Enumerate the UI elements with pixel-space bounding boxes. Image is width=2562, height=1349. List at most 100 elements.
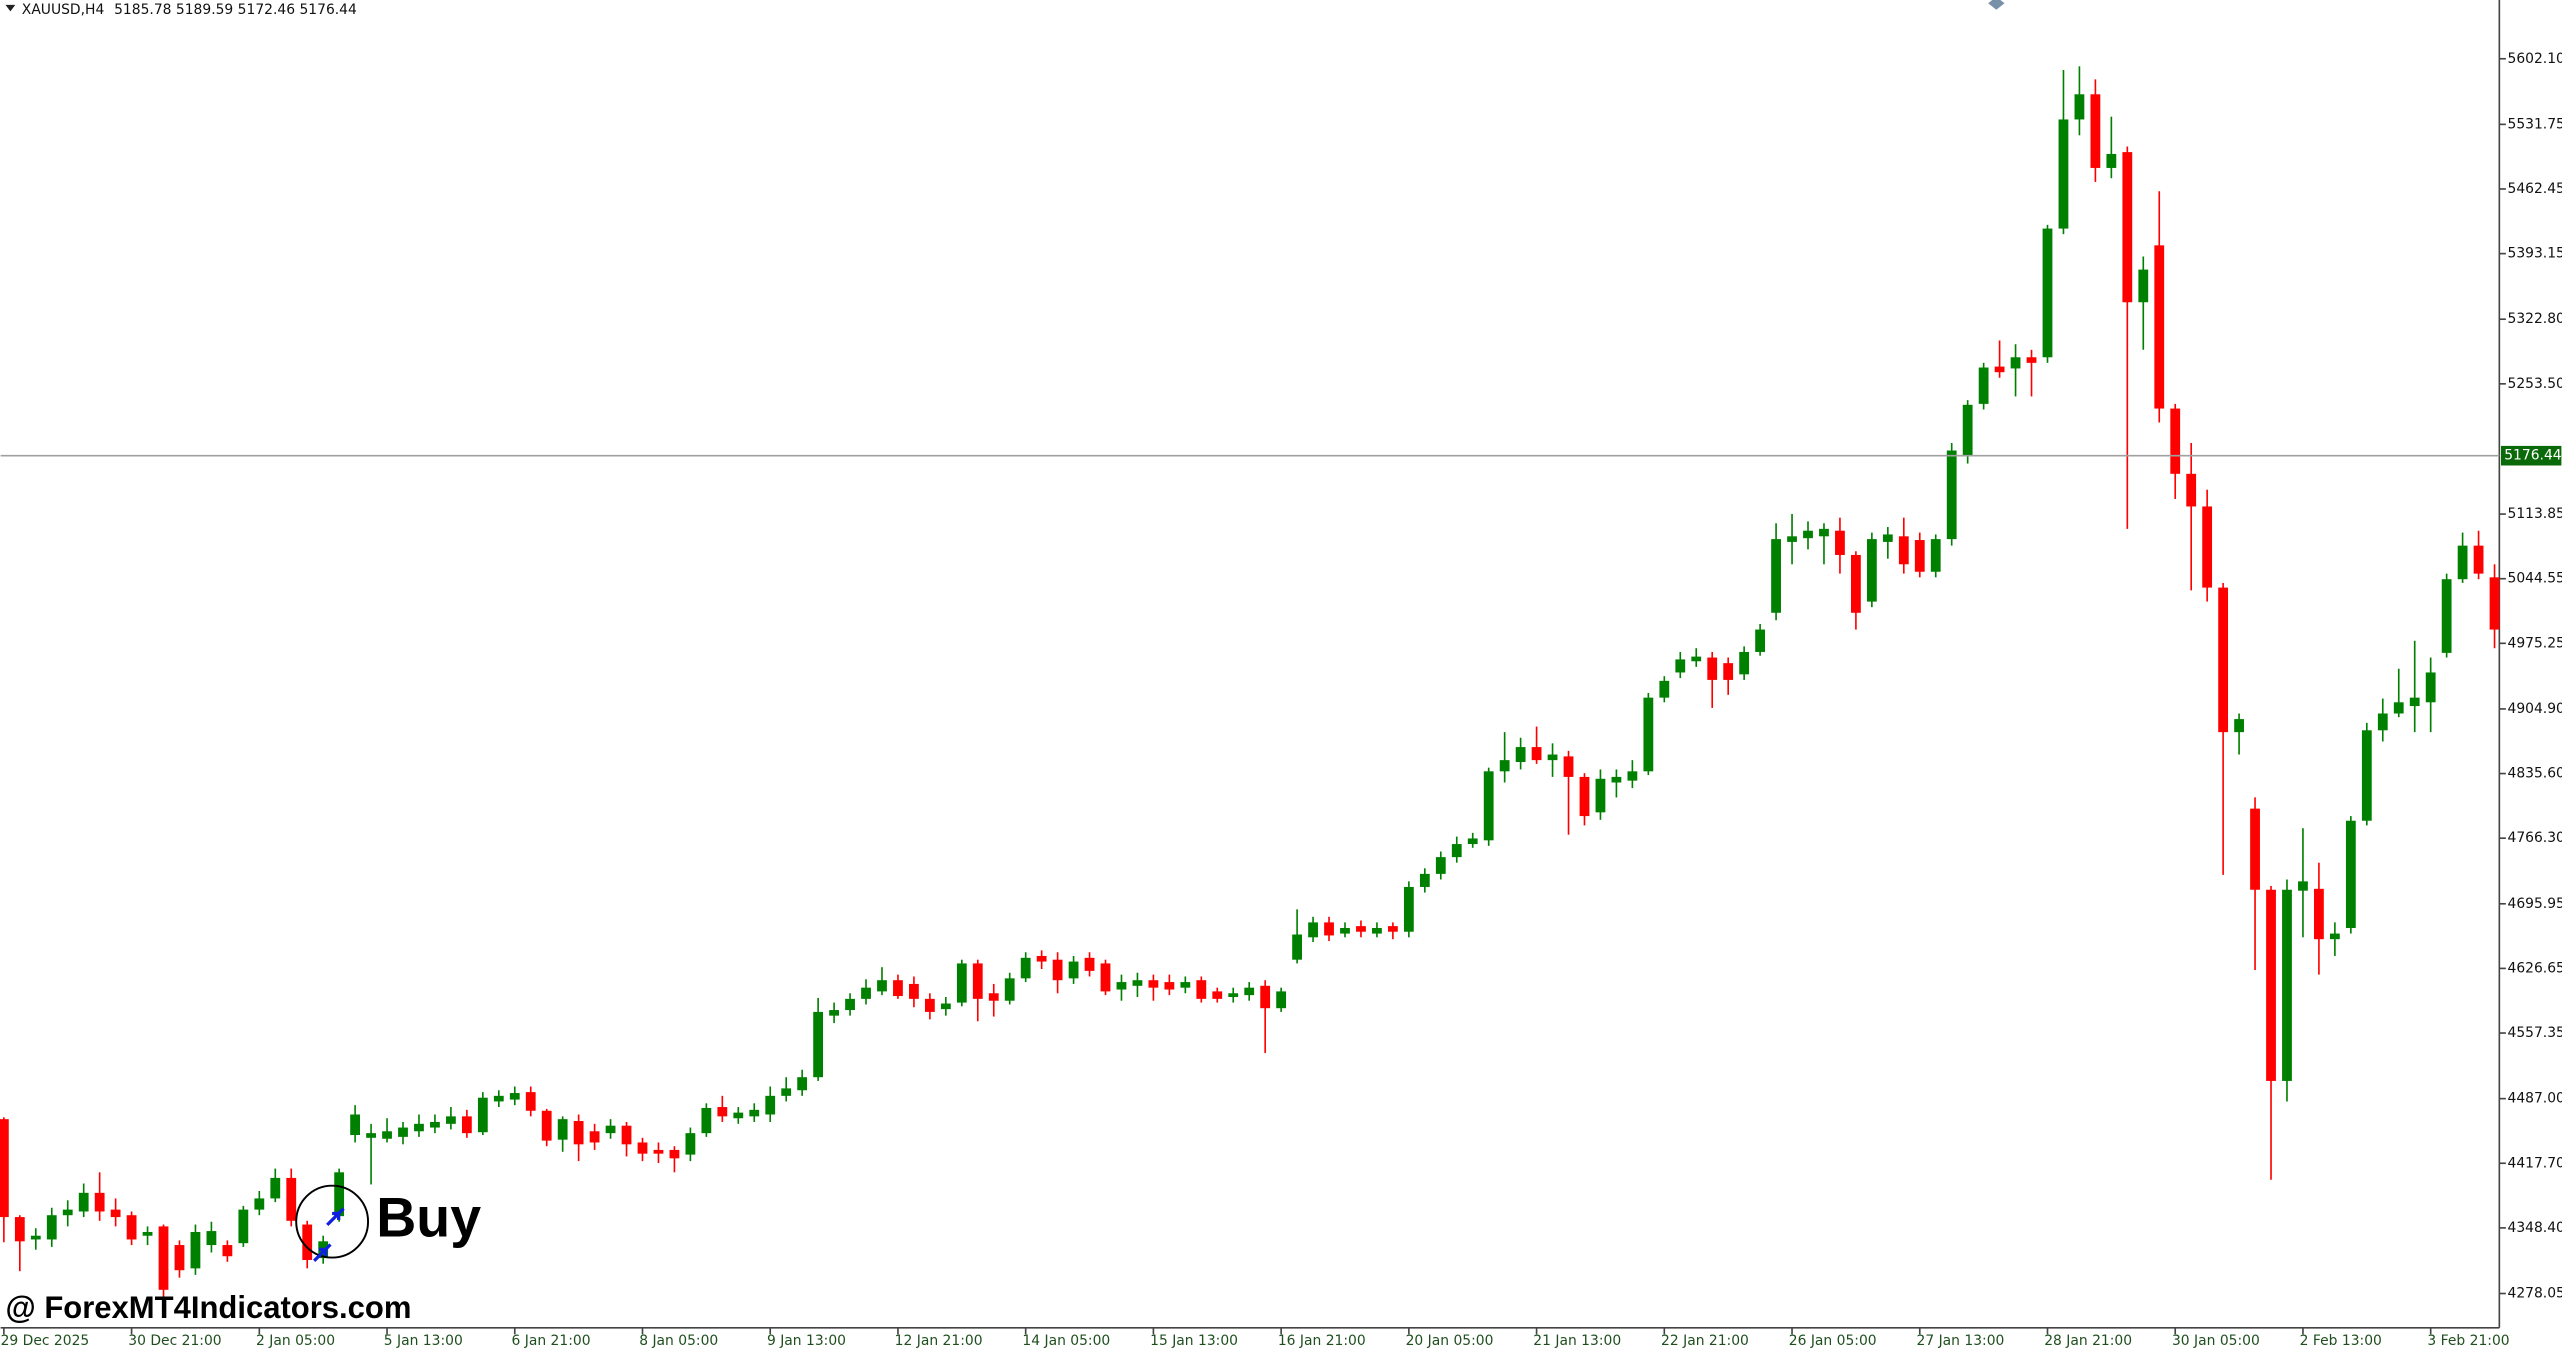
candle-body [1260,985,1271,1009]
candle-body [1659,680,1670,698]
candle-body [1164,982,1175,990]
candle-body [110,1209,121,1218]
x-tick-label: 16 Jan 21:00 [1278,1333,1366,1349]
candle-body [669,1149,680,1159]
candle-body [1451,844,1462,858]
candle-body [1483,771,1494,841]
candle-body [446,1116,456,1124]
signal-circle [295,1184,370,1259]
candle-body [2457,545,2468,580]
candle-body [2170,408,2181,474]
candle-body [1020,957,1031,979]
candle-body [988,993,999,1001]
x-tick-label: 26 Jan 05:00 [1789,1333,1877,1349]
candle-body [174,1245,185,1271]
candle-body [270,1177,281,1199]
y-tick-label: 4417.70 [2508,1155,2562,1171]
candle-body [398,1127,408,1137]
header-marker [5,4,16,12]
y-tick-label: 4557.35 [2508,1025,2562,1041]
candle-body [2122,152,2133,303]
candle-body [1387,926,1398,932]
candle-body [1851,554,1861,613]
y-tick-label: 4835.60 [2508,766,2562,782]
candle-body [1787,536,1797,542]
x-tick-label: 6 Jan 21:00 [512,1333,591,1349]
x-tick-label: 12 Jan 21:00 [895,1333,983,1349]
candle-body [1563,756,1574,777]
candle-body [749,1109,760,1117]
candle-body [1627,771,1638,781]
candle-body [1946,450,1957,540]
candle-body [653,1149,664,1154]
candle-body [1547,754,1558,761]
header: XAUUSD,H4 5185.78 5189.59 5172.46 5176.44 [22,2,357,18]
candle-body [238,1209,249,1244]
candle-body [956,963,967,1003]
x-tick-label: 3 Feb 21:00 [2427,1333,2509,1349]
candle-body [2314,888,2324,940]
candle-body [2441,579,2452,653]
candle-body [1994,366,2005,373]
candle-body [2298,881,2308,891]
candle-body [685,1133,696,1155]
candle-body [2409,697,2420,707]
candle-body [2138,269,2149,303]
candle-body [1962,404,1973,457]
y-tick-label: 4975.25 [2508,635,2562,651]
candle-body [557,1119,568,1140]
candle-body [1324,922,1334,936]
x-tick-label: 2 Jan 05:00 [256,1333,335,1349]
candle-body [254,1198,265,1210]
candle-body [637,1142,648,1154]
candle-body [2186,473,2197,507]
candle-body [1308,922,1318,938]
candle-body [1068,961,1079,979]
candle-body [2010,357,2021,369]
candle-body [1579,776,1590,817]
candle-body [142,1231,153,1236]
candle-body [1898,536,1909,565]
candle-body [1723,663,1734,680]
candle-body [701,1107,712,1134]
candle-body [477,1097,488,1133]
y-tick-label: 4695.95 [2508,896,2562,912]
candle-body [1515,747,1526,762]
candle-body [1531,747,1542,761]
candle-body [1372,927,1382,934]
candle-body [2377,713,2388,731]
candle-body [286,1177,297,1221]
y-tick-label: 5531.75 [2508,116,2562,132]
plot-area [0,66,2500,1307]
candle-body [190,1231,201,1269]
candle-body [158,1226,169,1290]
candle-body [2489,577,2500,630]
y-tick-label: 4766.30 [2508,830,2562,846]
candle-body [1196,980,1207,999]
y-tick-label: 5113.85 [2508,506,2562,522]
candle-body [350,1114,361,1136]
candle-body [541,1110,552,1141]
candle-body [62,1209,73,1216]
candle-body [813,1011,824,1078]
candle-body [2361,730,2372,821]
y-tick-label: 5253.50 [2508,376,2562,392]
x-tick-label: 20 Jan 05:00 [1406,1333,1494,1349]
candle-body [2250,808,2260,890]
y-tick-label: 4904.90 [2508,701,2562,717]
candle-body [1930,539,1941,572]
candle-body [972,963,983,999]
candle-body [1643,697,1654,772]
y-tick-label: 4626.65 [2508,960,2562,976]
candle-body [893,980,903,997]
candle-body [1771,539,1781,613]
candle-body [1036,955,1047,962]
candle-body [1914,540,1925,572]
current-price-box [2500,445,2562,466]
candle-body [1084,957,1095,971]
candle-body [2090,94,2101,168]
candle-body [2282,889,2292,1081]
candle-body [2026,357,2037,363]
symbol-title: XAUUSD,H4 [22,2,105,18]
